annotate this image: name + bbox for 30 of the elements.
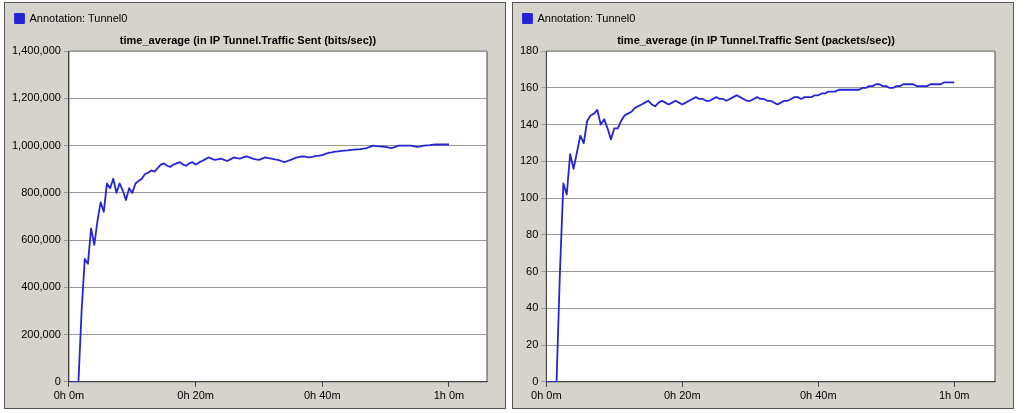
y-tick-label: 160 — [519, 80, 539, 93]
y-tick-label: 600,000 — [21, 233, 61, 246]
y-tick-label: 400,000 — [21, 280, 61, 293]
x-tick-label: 0h 0m — [53, 389, 85, 402]
x-tick-label: 1h 0m — [938, 389, 970, 402]
y-tick-label: 200,000 — [21, 327, 61, 340]
x-tick-label: 0h 40m — [303, 389, 341, 402]
x-tick-label: 0h 0m — [531, 389, 562, 402]
chart-title: time_average (in IP Tunnel.Traffic Sent (bits/sec)) — [119, 33, 377, 46]
y-tick-label: 800,000 — [21, 185, 61, 198]
legend-label: Annotation: Tunnel0 — [537, 11, 636, 24]
y-tick-label: 120 — [519, 154, 539, 167]
y-tick-label: 80 — [526, 227, 539, 240]
x-tick-label: 0h 20m — [177, 389, 214, 402]
y-tick-label: 0 — [532, 374, 539, 387]
x-tick-label: 0h 40m — [799, 389, 837, 402]
y-tick-label: 100 — [519, 191, 539, 204]
y-tick-label: 1,400,000 — [12, 44, 61, 57]
y-tick-label: 140 — [519, 117, 539, 130]
y-tick-label: 180 — [519, 44, 539, 57]
y-tick-label: 1,200,000 — [12, 91, 61, 104]
y-tick-label: 40 — [526, 301, 539, 314]
y-tick-label: 1,000,000 — [12, 138, 61, 151]
legend-label: Annotation: Tunnel0 — [29, 11, 128, 24]
x-tick-label: 0h 20m — [663, 389, 701, 402]
y-tick-label: 0 — [54, 374, 61, 387]
y-tick-label: 60 — [526, 264, 539, 277]
x-tick-label: 1h 0m — [433, 389, 465, 402]
chart-title: time_average (in IP Tunnel.Traffic Sent (packets/sec)) — [617, 33, 896, 46]
y-tick-label: 20 — [526, 338, 539, 351]
